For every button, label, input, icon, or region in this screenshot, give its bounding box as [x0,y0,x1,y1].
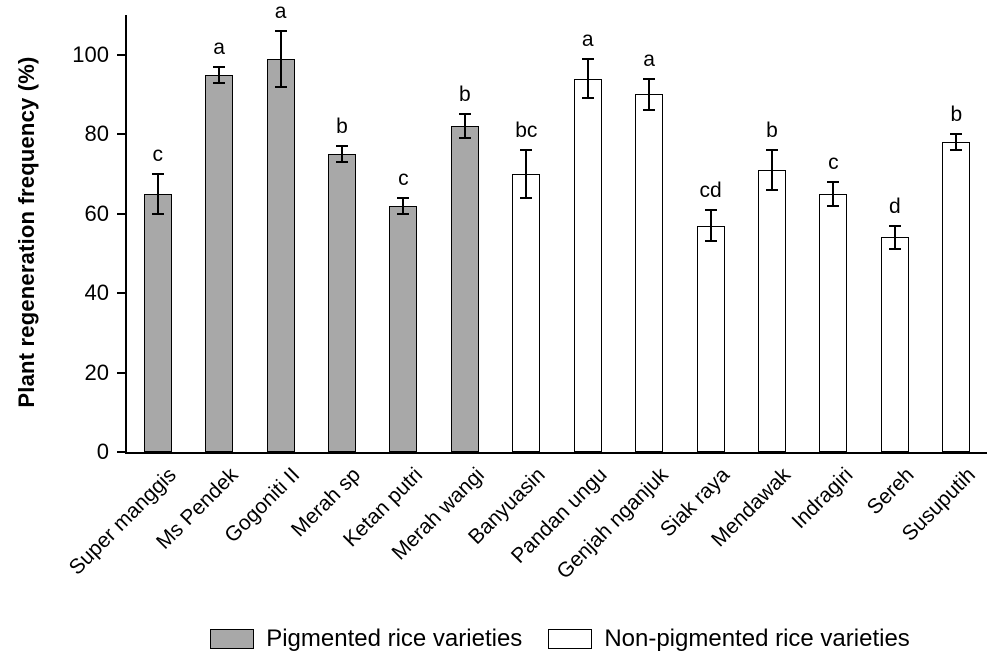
bar [389,205,418,452]
error-bar-cap-bottom [213,81,226,84]
significance-letter: a [581,27,594,51]
error-bar [525,150,528,198]
y-tick-label: 0 [96,439,109,464]
error-bar-cap-top [643,77,656,80]
error-bar-cap-bottom [520,196,533,199]
y-tick [117,371,125,374]
bar [512,173,541,452]
error-bar [218,66,221,83]
legend: Pigmented rice varieties Non-pigmented r… [0,625,1000,653]
error-bar-cap-bottom [950,149,963,152]
error-bar-cap-top [766,149,778,152]
bar [205,74,234,452]
significance-letter: b [766,119,778,143]
significance-letter: d [889,194,901,218]
error-bar-cap-bottom [274,85,287,88]
error-bar [586,58,589,99]
y-tick [117,212,125,215]
significance-letter: c [152,142,163,166]
significance-letter: a [643,47,655,71]
x-tick-label: Sereh [862,463,919,520]
bar [450,126,479,452]
bar [573,78,602,452]
error-bar-cap-top [397,196,410,199]
error-bar [648,78,651,111]
x-tick-label: Super manggis [65,463,182,580]
legend-label-non_pigmented: Non-pigmented rice varieties [604,625,910,652]
significance-letter: cd [699,178,722,202]
error-bar-cap-bottom [888,248,901,251]
error-bar-cap-top [704,208,717,211]
error-bar-cap-top [336,145,348,148]
y-tick [117,451,125,453]
bar [758,169,786,452]
y-tick-label: 40 [84,280,109,306]
error-bar-cap-top [274,29,287,32]
significance-letter: c [398,166,409,190]
error-bar-cap-bottom [458,137,471,140]
legend-item-pigmented: Pigmented rice varieties [210,625,522,653]
error-bar [402,197,405,214]
y-tick-label: 60 [84,200,109,226]
error-bar [893,225,896,250]
y-tick [117,292,125,295]
error-bar-cap-bottom [581,97,594,100]
error-bar [832,181,835,206]
y-tick-label: 20 [84,359,109,385]
error-bar-cap-bottom [827,204,840,207]
legend-item-non_pigmented: Non-pigmented rice varieties [548,625,910,653]
y-axis-title: Plant regeneration frequency (%) [14,56,39,408]
error-bar-cap-top [458,113,471,116]
significance-letter: b [336,115,348,139]
error-bar-cap-top [520,149,533,152]
error-bar-cap-bottom [766,188,778,191]
error-bar [771,150,773,190]
error-bar-cap-top [151,172,164,175]
bar [143,193,172,452]
bar [635,94,664,452]
legend-swatch-non_pigmented [548,629,593,649]
error-bar-cap-top [950,133,963,136]
error-bar-cap-top [581,57,594,60]
error-bar [156,173,159,214]
significance-letter: c [828,150,839,174]
legend-label-pigmented: Pigmented rice varieties [266,625,523,652]
x-tick-label: Genjah nganjuk [552,463,673,584]
error-bar [955,134,958,151]
error-bar [341,146,343,162]
error-bar-cap-top [888,224,901,227]
significance-letter: bc [515,119,538,143]
significance-letter: b [459,83,471,107]
bar [819,193,848,452]
bar [880,237,909,452]
error-bar-cap-bottom [397,212,410,215]
y-tick [117,53,125,56]
plot-area: 0 20 40 60 80 100 c Super manggis a Ms Pendek a Gog… [65,0,987,584]
significance-letter: a [213,35,225,59]
bar [696,225,725,452]
significance-letter: a [274,0,287,23]
error-bar-cap-bottom [704,240,717,243]
error-bar-cap-bottom [336,161,348,163]
y-tick-label: 100 [72,41,109,67]
y-tick-label: 80 [84,121,109,147]
legend-swatch-pigmented [210,629,255,649]
significance-letter: b [950,103,963,127]
bar [328,154,356,452]
error-bar-cap-top [827,180,840,183]
error-bar [279,30,282,87]
y-tick [117,133,125,136]
error-bar-cap-top [213,65,226,68]
error-bar-cap-bottom [151,212,164,215]
error-bar [463,114,466,139]
error-bar-cap-bottom [643,109,656,112]
x-tick-label: Indragiri [787,463,857,534]
bar [266,58,295,452]
error-bar [709,209,712,242]
bar [942,142,971,452]
